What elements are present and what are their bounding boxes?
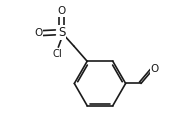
Text: S: S (58, 26, 65, 39)
Text: O: O (34, 28, 42, 38)
Text: O: O (57, 6, 66, 16)
Text: Cl: Cl (53, 49, 63, 59)
Text: O: O (151, 64, 159, 74)
